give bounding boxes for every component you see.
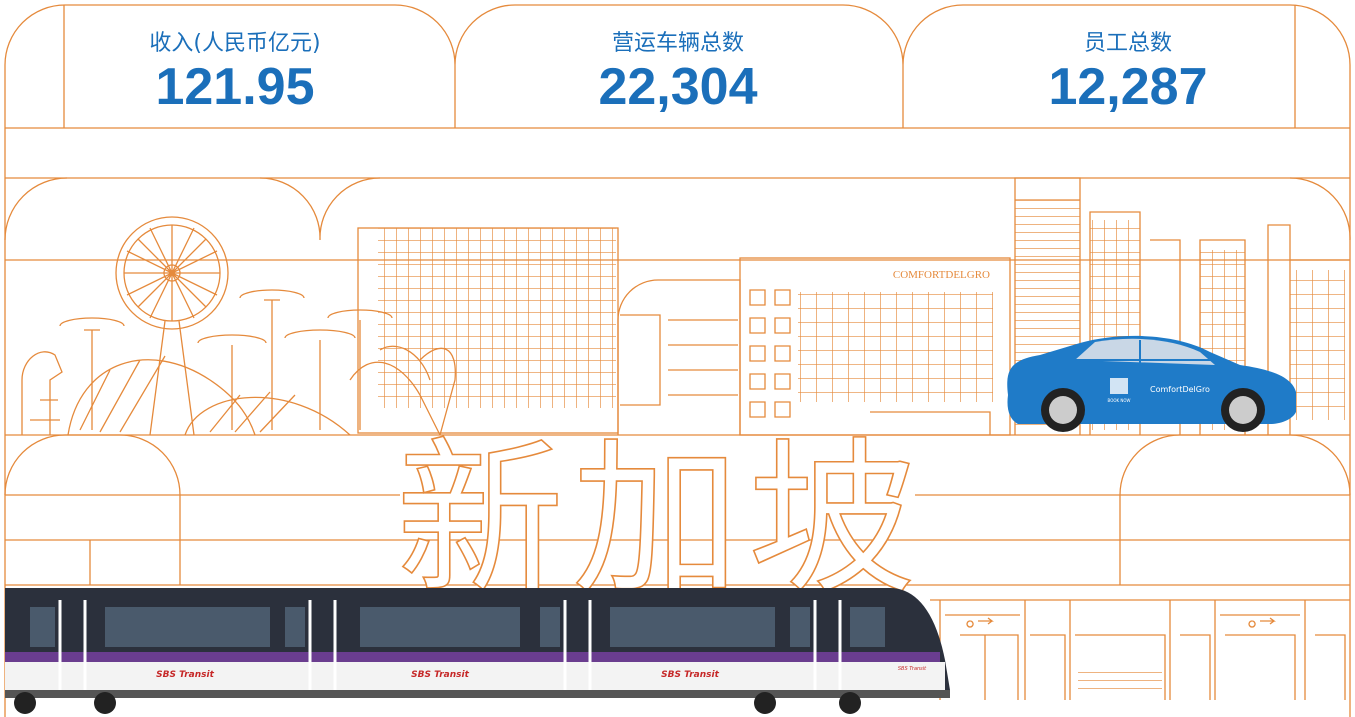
big-title: 新加坡 — [396, 422, 924, 618]
train: SBS Transit SBS Transit SBS Transit SBS … — [5, 588, 950, 714]
stat-value: 121.95 — [155, 58, 314, 116]
stat-label: 收入(人民币亿元) — [149, 31, 320, 56]
stats: 收入(人民币亿元) 121.95 营运车辆总数 22,304 员工总数 12,2… — [149, 31, 1207, 116]
car-badge: BOOK NOW — [1108, 398, 1131, 403]
taxi: ComfortDelGro BOOK NOW — [1007, 335, 1296, 432]
car-brand: ComfortDelGro — [1150, 385, 1210, 394]
stat-value: 12,287 — [1048, 58, 1207, 116]
storefront — [930, 599, 1350, 700]
stat-value: 22,304 — [598, 58, 757, 116]
train-brand: SBS Transit — [156, 670, 214, 680]
stat-label: 营运车辆总数 — [612, 31, 744, 56]
stat-label: 员工总数 — [1084, 31, 1172, 56]
train-brand: SBS Transit — [898, 666, 927, 672]
building-sign: COMFORTDELGRO — [893, 269, 990, 281]
train-brand: SBS Transit — [411, 670, 469, 680]
train-brand: SBS Transit — [661, 670, 719, 680]
frame — [4, 4, 1351, 717]
